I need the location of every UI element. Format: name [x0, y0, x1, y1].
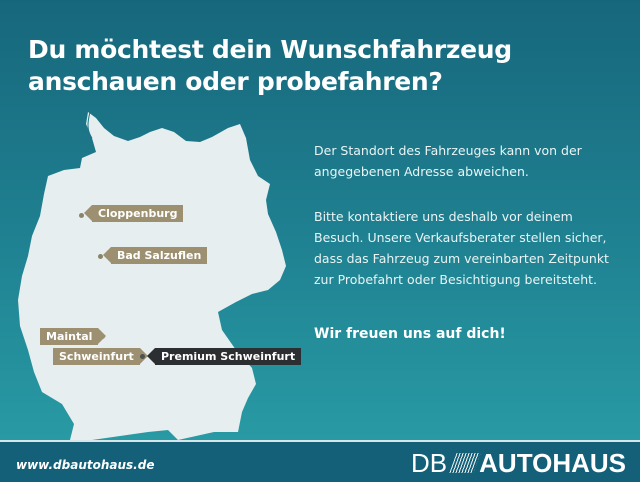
headline: Du möchtest dein Wunschfahrzeug anschaue… — [28, 35, 512, 96]
logo-prefix: DB — [411, 448, 448, 478]
location-dot — [98, 254, 103, 259]
contact-notice: Bitte kontaktiere uns deshalb vor deinem… — [314, 209, 609, 287]
logo-main: AUTOHAUS — [479, 448, 626, 478]
location-dot — [140, 354, 145, 359]
location-notice: Der Standort des Fahrzeuges kann von der… — [314, 143, 582, 179]
location-dot — [79, 213, 84, 218]
location-tag-bad-salzuflen[interactable]: Bad Salzuflen — [102, 247, 208, 264]
footer: www.dbautohaus.de DB AUTOHAUS — [0, 440, 640, 482]
website-link[interactable]: www.dbautohaus.de — [16, 458, 155, 472]
db-autohaus-logo: DB AUTOHAUS — [411, 448, 626, 479]
logo-stripes-icon — [449, 453, 481, 473]
location-tag-premium-schweinfurt[interactable]: Premium Schweinfurt — [146, 348, 302, 365]
location-tag-schweinfurt[interactable]: Schweinfurt — [53, 348, 148, 365]
closing-text: Wir freuen uns auf dich! — [314, 326, 506, 342]
location-tag-cloppenburg[interactable]: Cloppenburg — [83, 205, 184, 222]
location-tag-maintal[interactable]: Maintal — [40, 328, 107, 345]
